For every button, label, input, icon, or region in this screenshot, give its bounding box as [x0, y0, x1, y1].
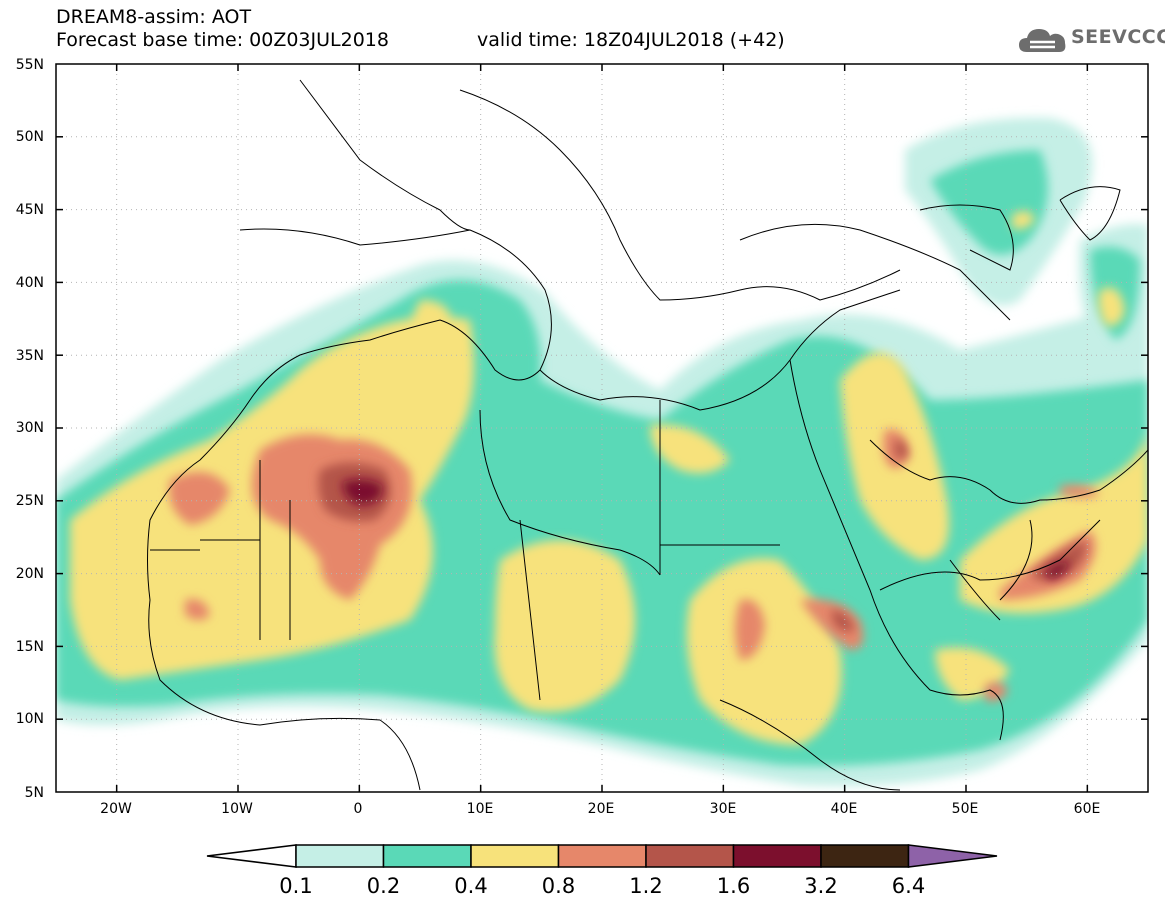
colorbar-label: 3.2 — [804, 874, 837, 898]
colorbar-labels: 0.1 0.2 0.4 0.8 1.2 1.6 3.2 6.4 — [279, 874, 925, 898]
lat-label: 25N — [16, 493, 44, 509]
colorbar-label: 1.2 — [629, 874, 662, 898]
lon-label: 20W — [100, 801, 132, 817]
axis-ticks — [56, 64, 1148, 792]
lon-label: 20E — [588, 801, 615, 817]
graticule — [56, 64, 1148, 792]
colorbar-segment — [732, 844, 822, 868]
lon-label: 10W — [221, 801, 253, 817]
colorbar-segment — [645, 844, 735, 868]
lat-label: 20N — [16, 566, 44, 582]
lat-label: 5N — [25, 785, 44, 801]
cloud-icon — [1019, 29, 1066, 52]
forecast-base-time: Forecast base time: 00Z03JUL2018 — [56, 29, 389, 51]
colorbar-label: 0.4 — [454, 874, 487, 898]
logo-text: SEEVCCC — [1071, 26, 1165, 48]
lat-label: 35N — [16, 348, 44, 364]
colorbar-segment — [470, 844, 560, 868]
lat-label: 55N — [16, 57, 44, 73]
colorbar-segment — [557, 844, 647, 868]
colorbar-under-triangle — [206, 844, 297, 868]
lat-label: 50N — [16, 129, 44, 145]
colorbar-label: 0.1 — [279, 874, 312, 898]
lon-label: 60E — [1074, 801, 1101, 817]
lat-label: 15N — [16, 639, 44, 655]
colorbar-label: 1.6 — [717, 874, 750, 898]
lon-label: 30E — [710, 801, 737, 817]
colorbar-label: 0.2 — [367, 874, 400, 898]
lat-label: 45N — [16, 202, 44, 218]
map-title: DREAM8-assim: AOT — [56, 6, 252, 28]
colorbar-over-triangle — [907, 844, 998, 868]
lat-label: 30N — [16, 420, 44, 436]
colorbar-label: 6.4 — [892, 874, 925, 898]
latitude-labels: 55N 50N 45N 40N 35N 30N 25N 20N 15N 10N … — [16, 57, 44, 801]
valid-time: valid time: 18Z04JUL2018 (+42) — [477, 29, 785, 51]
colorbar-segment — [820, 844, 910, 868]
lon-label: 50E — [952, 801, 979, 817]
lat-label: 40N — [16, 275, 44, 291]
aot-field — [56, 117, 1148, 786]
colorbar-label: 0.8 — [542, 874, 575, 898]
coastlines — [147, 79, 1148, 791]
seevccc-logo: SEEVCCC — [1017, 22, 1165, 58]
longitude-labels: 20W 10W 0 10E 20E 30E 40E 50E 60E — [100, 801, 1100, 817]
lon-label: 40E — [831, 801, 858, 817]
lat-label: 10N — [16, 711, 44, 727]
lon-label: 0 — [354, 801, 363, 817]
colorbar-segment — [295, 844, 385, 868]
lon-label: 10E — [467, 801, 494, 817]
colorbar — [206, 844, 998, 868]
colorbar-segment — [382, 844, 472, 868]
